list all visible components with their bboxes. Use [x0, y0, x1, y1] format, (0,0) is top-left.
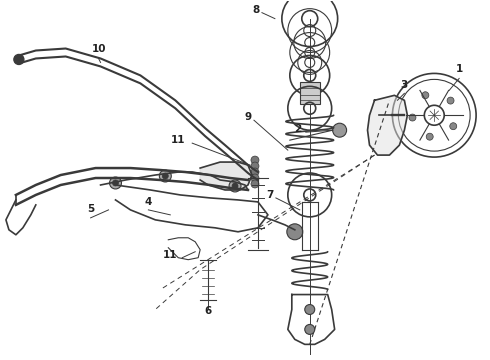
Polygon shape [368, 95, 407, 155]
Circle shape [447, 97, 454, 104]
Text: 8: 8 [252, 5, 260, 15]
Circle shape [251, 162, 259, 170]
Circle shape [162, 173, 168, 179]
Circle shape [110, 177, 122, 189]
Circle shape [305, 305, 315, 315]
Circle shape [409, 114, 416, 121]
Circle shape [232, 183, 238, 189]
Text: 9: 9 [245, 112, 251, 122]
Circle shape [251, 174, 259, 182]
Circle shape [229, 180, 241, 192]
Text: 4: 4 [145, 197, 152, 207]
Circle shape [251, 168, 259, 176]
Circle shape [113, 180, 119, 186]
Text: 10: 10 [91, 45, 106, 54]
Text: 11: 11 [171, 135, 186, 145]
FancyBboxPatch shape [300, 82, 319, 104]
Text: 7: 7 [266, 190, 273, 200]
Circle shape [333, 123, 346, 137]
Circle shape [287, 224, 303, 240]
Circle shape [422, 92, 429, 99]
Text: 6: 6 [204, 306, 212, 316]
Polygon shape [200, 162, 252, 190]
Text: 11: 11 [163, 250, 177, 260]
Circle shape [426, 133, 433, 140]
Circle shape [251, 180, 259, 188]
Text: 3: 3 [401, 80, 408, 90]
Text: 1: 1 [456, 64, 463, 75]
Circle shape [450, 123, 457, 130]
Circle shape [159, 170, 171, 182]
Text: 5: 5 [87, 204, 94, 214]
Text: 2: 2 [294, 124, 301, 134]
Circle shape [305, 324, 315, 334]
Circle shape [251, 156, 259, 164]
Circle shape [14, 54, 24, 64]
